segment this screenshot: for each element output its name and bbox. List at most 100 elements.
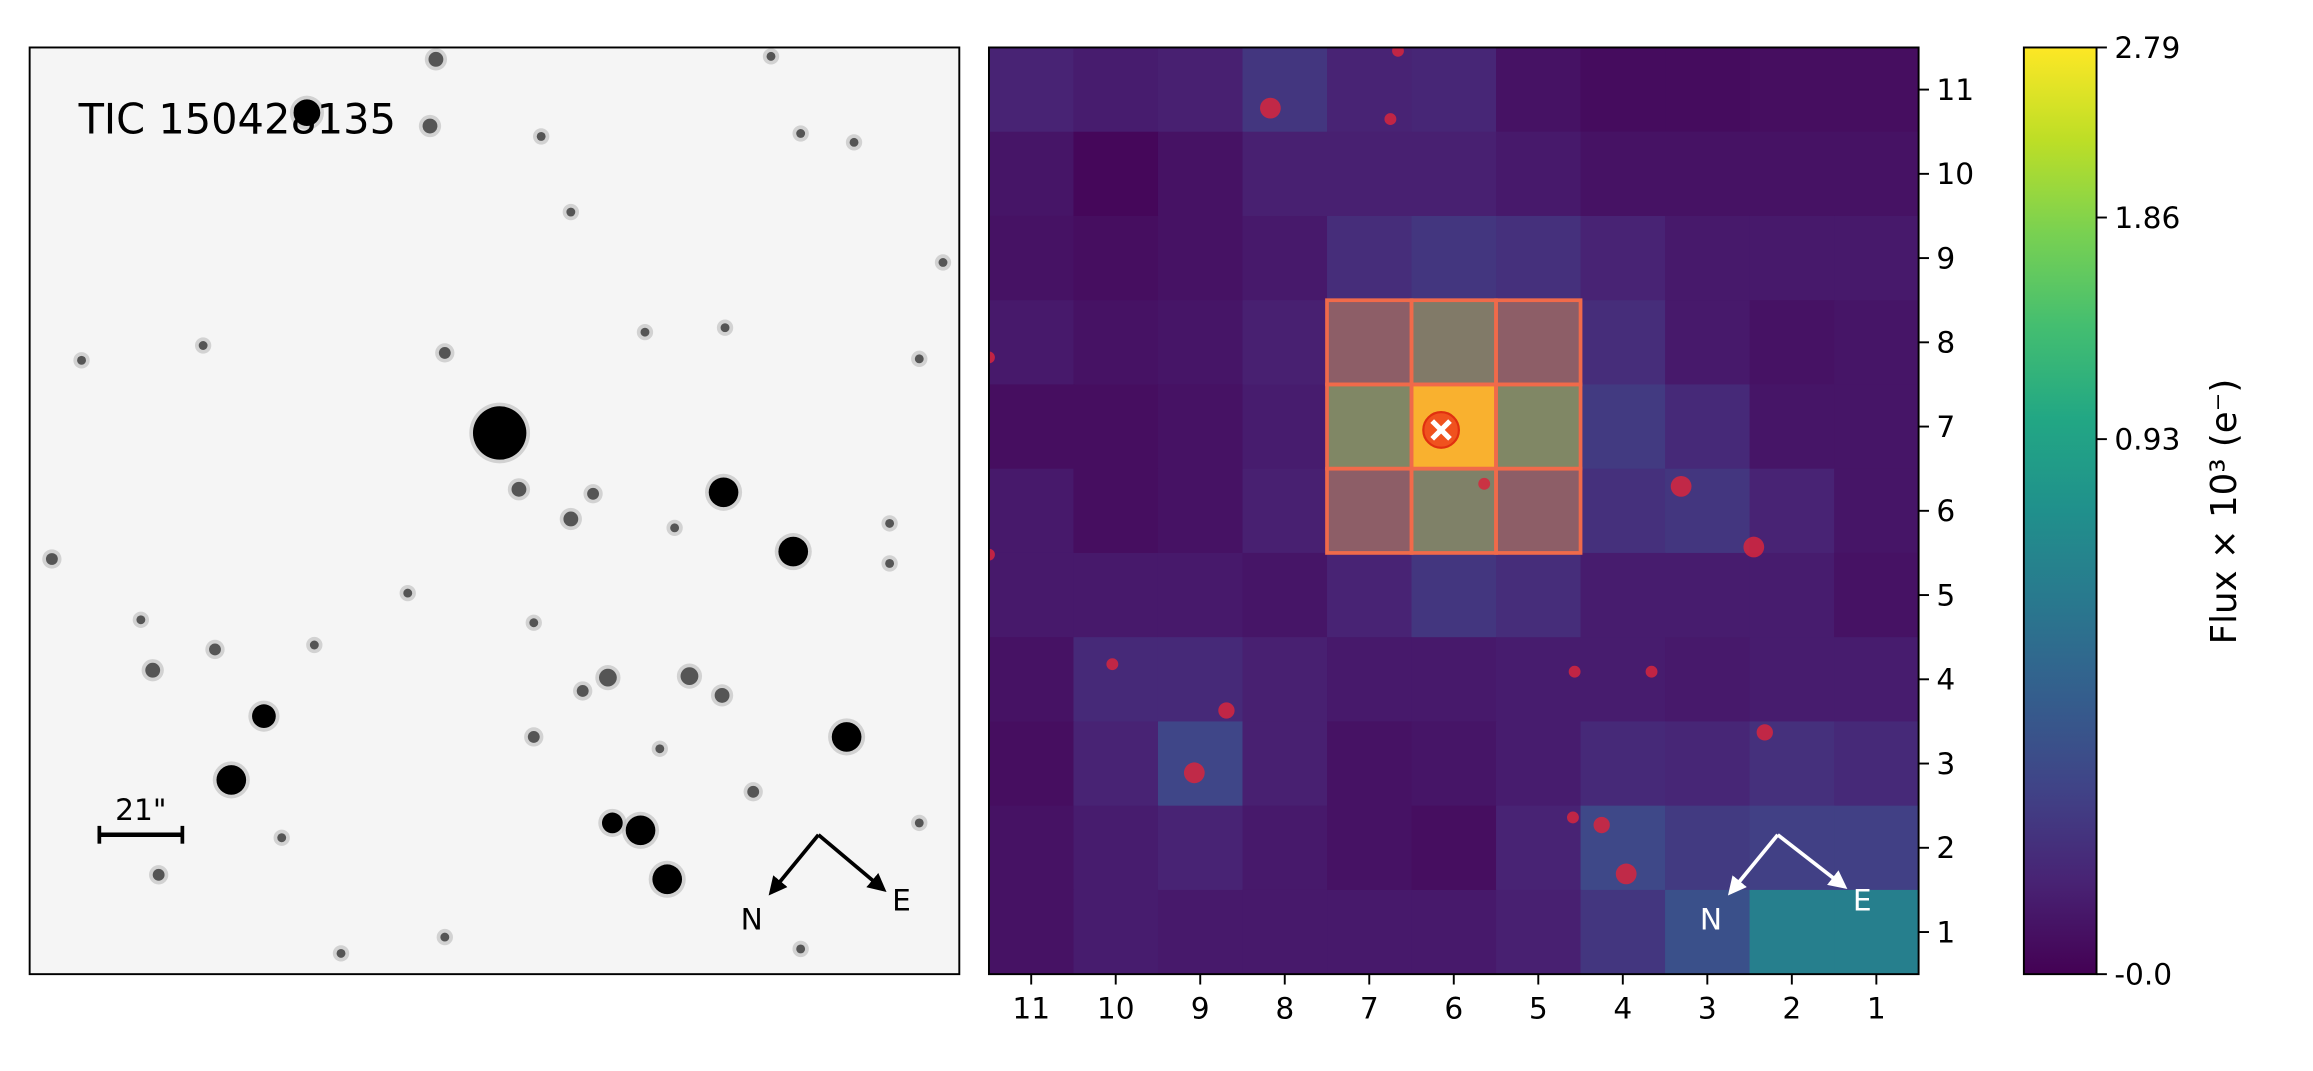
tpf-pixel: [988, 637, 1075, 723]
aperture-pixel: [1325, 382, 1414, 471]
tpf-pixel: [1327, 552, 1413, 638]
x-tick-label: 7: [1360, 991, 1379, 1026]
tpf-pixel: [1157, 721, 1244, 807]
star: [77, 355, 86, 365]
tpf-pixel: [1157, 552, 1244, 638]
tpf-pixel: [1665, 300, 1751, 386]
tpf-pixel: [1665, 131, 1751, 217]
gaia-source-marker: [1567, 811, 1579, 824]
tpf-pixel: [1157, 805, 1244, 891]
aperture-pixel: [1409, 298, 1498, 387]
tpf-pixel: [1073, 721, 1159, 807]
gaia-source-marker: [1392, 47, 1404, 57]
y-tick-label: 5: [1936, 577, 1955, 612]
colorbar-tick-label: 2.79: [2114, 30, 2180, 65]
compass-left: N E: [741, 833, 911, 937]
colorbar-label: Flux × 10³ (e⁻): [2204, 379, 2245, 645]
tpf-pixel: [1073, 47, 1159, 133]
star: [136, 615, 146, 625]
star: [747, 785, 760, 798]
tpf-pixel: [1834, 805, 1920, 891]
tpf-pixel: [1073, 468, 1159, 554]
tpf-pixel: [1327, 468, 1413, 554]
tpf-pixel: [1073, 552, 1159, 638]
tpf-pixel: [1242, 215, 1328, 301]
gaia-source-marker: [1670, 476, 1692, 497]
tpf-pixel: [1242, 805, 1328, 891]
tpf-pixel: [1749, 468, 1835, 554]
star: [885, 518, 895, 528]
star: [914, 354, 924, 364]
tpf-pixel: [1411, 805, 1497, 891]
tpf-pixel: [1411, 215, 1497, 301]
tpf-pixel: [1665, 721, 1751, 807]
tpf-pixel: [1073, 889, 1159, 975]
star: [309, 640, 319, 650]
star: [914, 818, 924, 828]
star: [336, 948, 346, 958]
star: [625, 815, 656, 846]
x-tick-label: 11: [1012, 991, 1050, 1026]
gaia-source-marker: [1615, 863, 1637, 885]
tpf-pixel: [1242, 552, 1328, 638]
tpf-pixel: [1834, 552, 1920, 638]
star: [403, 588, 413, 598]
tpf-pixel: [1496, 47, 1582, 133]
star: [472, 406, 527, 460]
tpf-pixel: [1073, 637, 1159, 723]
tpf-pixel: [1496, 300, 1582, 386]
x-tick-label: 4: [1613, 991, 1632, 1026]
tpf-pixel: [1411, 552, 1497, 638]
tpf-pixel: [988, 552, 1075, 638]
tpf-pixel: [1327, 889, 1413, 975]
tpf-pixel: [1242, 47, 1328, 133]
star: [849, 137, 859, 147]
tpf-pixel: [1749, 131, 1835, 217]
tpf-pixel: [1411, 637, 1497, 723]
tpf-pixel: [1496, 384, 1582, 470]
tpf-pixel: [1496, 721, 1582, 807]
tpf-pixel: [1496, 805, 1582, 891]
tpf-pixel: [1496, 889, 1582, 975]
tpf-pixel: [1749, 215, 1835, 301]
y-tick-label: 9: [1936, 240, 1955, 275]
sky-image-panel: TIC 150428135 21" N E: [28, 46, 961, 976]
y-tick-label: 2: [1936, 830, 1955, 865]
tpf-pixel: [1327, 131, 1413, 217]
star: [670, 523, 680, 533]
x-tick-label: 3: [1698, 991, 1717, 1026]
tpf-pixel: [988, 805, 1075, 891]
tpf-pixel: [1580, 47, 1666, 133]
star: [422, 118, 438, 134]
star: [587, 487, 600, 500]
gaia-source-marker: [1260, 97, 1281, 119]
star: [293, 99, 321, 127]
gaia-source-marker: [1183, 762, 1205, 784]
tpf-pixel: [1496, 552, 1582, 638]
star: [511, 481, 527, 497]
tpf-pixel: [988, 384, 1075, 470]
tpf-pixel-grid: [988, 47, 1920, 975]
tpf-pixel: [1749, 637, 1835, 723]
tpf-pixel: [1327, 384, 1413, 470]
tpf-pixel: [1327, 721, 1413, 807]
tpf-pixel: [1157, 468, 1244, 554]
tpf-pixel: [1580, 552, 1666, 638]
tpf-pixel: [1580, 637, 1666, 723]
star: [438, 346, 451, 359]
x-tick-label: 9: [1191, 991, 1210, 1026]
tpf-pixel: [1665, 805, 1751, 891]
target-title: TIC 150428135: [78, 94, 396, 143]
tpf-pixel: [1749, 889, 1835, 975]
sky-image-frame: [28, 46, 961, 976]
tpf-pixel: [1242, 468, 1328, 554]
tpf-pixel: [1834, 131, 1920, 217]
tpf-pixel: [1327, 47, 1413, 133]
y-axis-ticks: 11 10 9 8 7 6 5 4 3 2 1: [1918, 72, 1974, 949]
tpf-pixel: [1580, 215, 1666, 301]
tpf-pixel: [1834, 468, 1920, 554]
y-tick-label: 11: [1936, 72, 1974, 107]
star: [599, 668, 617, 687]
tpf-pixel: [1327, 637, 1413, 723]
star: [766, 51, 776, 61]
